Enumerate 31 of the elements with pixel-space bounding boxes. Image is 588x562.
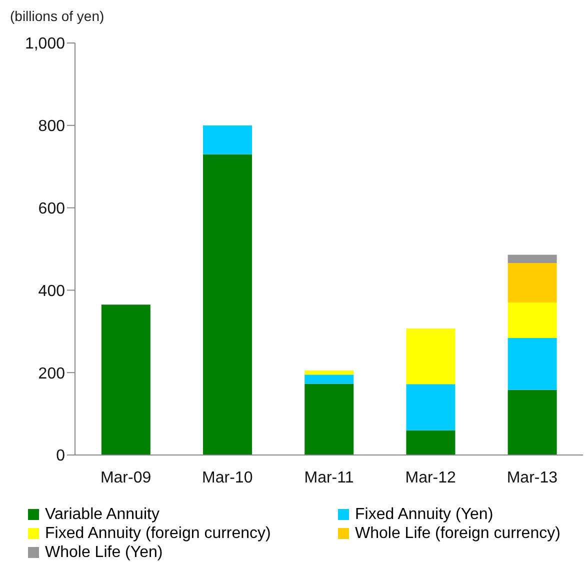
bar xyxy=(304,374,354,384)
bar xyxy=(304,384,354,455)
bar xyxy=(508,263,557,303)
y-tick-label: 600 xyxy=(38,200,66,218)
bar xyxy=(406,328,456,384)
x-tick-label: Mar-12 xyxy=(405,469,456,486)
x-tick-label: Mar-11 xyxy=(304,469,354,486)
y-tick-label: 400 xyxy=(38,282,66,300)
x-tick-label: Mar-10 xyxy=(202,469,253,486)
x-tick-label: Mar-13 xyxy=(506,469,558,486)
y-axis-title: (billions of yen) xyxy=(10,8,104,24)
bar xyxy=(508,390,557,455)
legend-label: Whole Life (foreign currency) xyxy=(355,524,560,543)
legend-label: Whole Life (Yen) xyxy=(45,543,163,562)
bar xyxy=(101,304,150,455)
x-tick-label: Mar-09 xyxy=(100,469,152,486)
bar xyxy=(508,254,557,264)
bar xyxy=(203,154,252,455)
legend-label: Fixed Annuity (foreign currency) xyxy=(45,524,271,543)
bar xyxy=(304,370,354,375)
y-tick-label: 0 xyxy=(56,448,66,465)
bar xyxy=(406,384,456,430)
legend-label: Fixed Annuity (Yen) xyxy=(355,505,494,524)
bar xyxy=(406,430,456,455)
y-tick-label: 200 xyxy=(38,365,66,382)
bar xyxy=(508,338,557,390)
bar xyxy=(508,302,557,338)
legend-label: Variable Annuity xyxy=(45,505,160,524)
y-tick-label: 800 xyxy=(38,118,66,136)
bar xyxy=(203,125,252,154)
y-tick-label: 1,000 xyxy=(24,36,66,53)
